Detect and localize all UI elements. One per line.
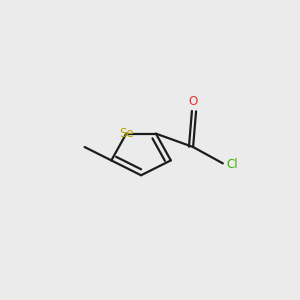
Text: O: O [188, 95, 198, 108]
Text: Cl: Cl [226, 158, 238, 171]
Text: Se: Se [119, 127, 134, 140]
